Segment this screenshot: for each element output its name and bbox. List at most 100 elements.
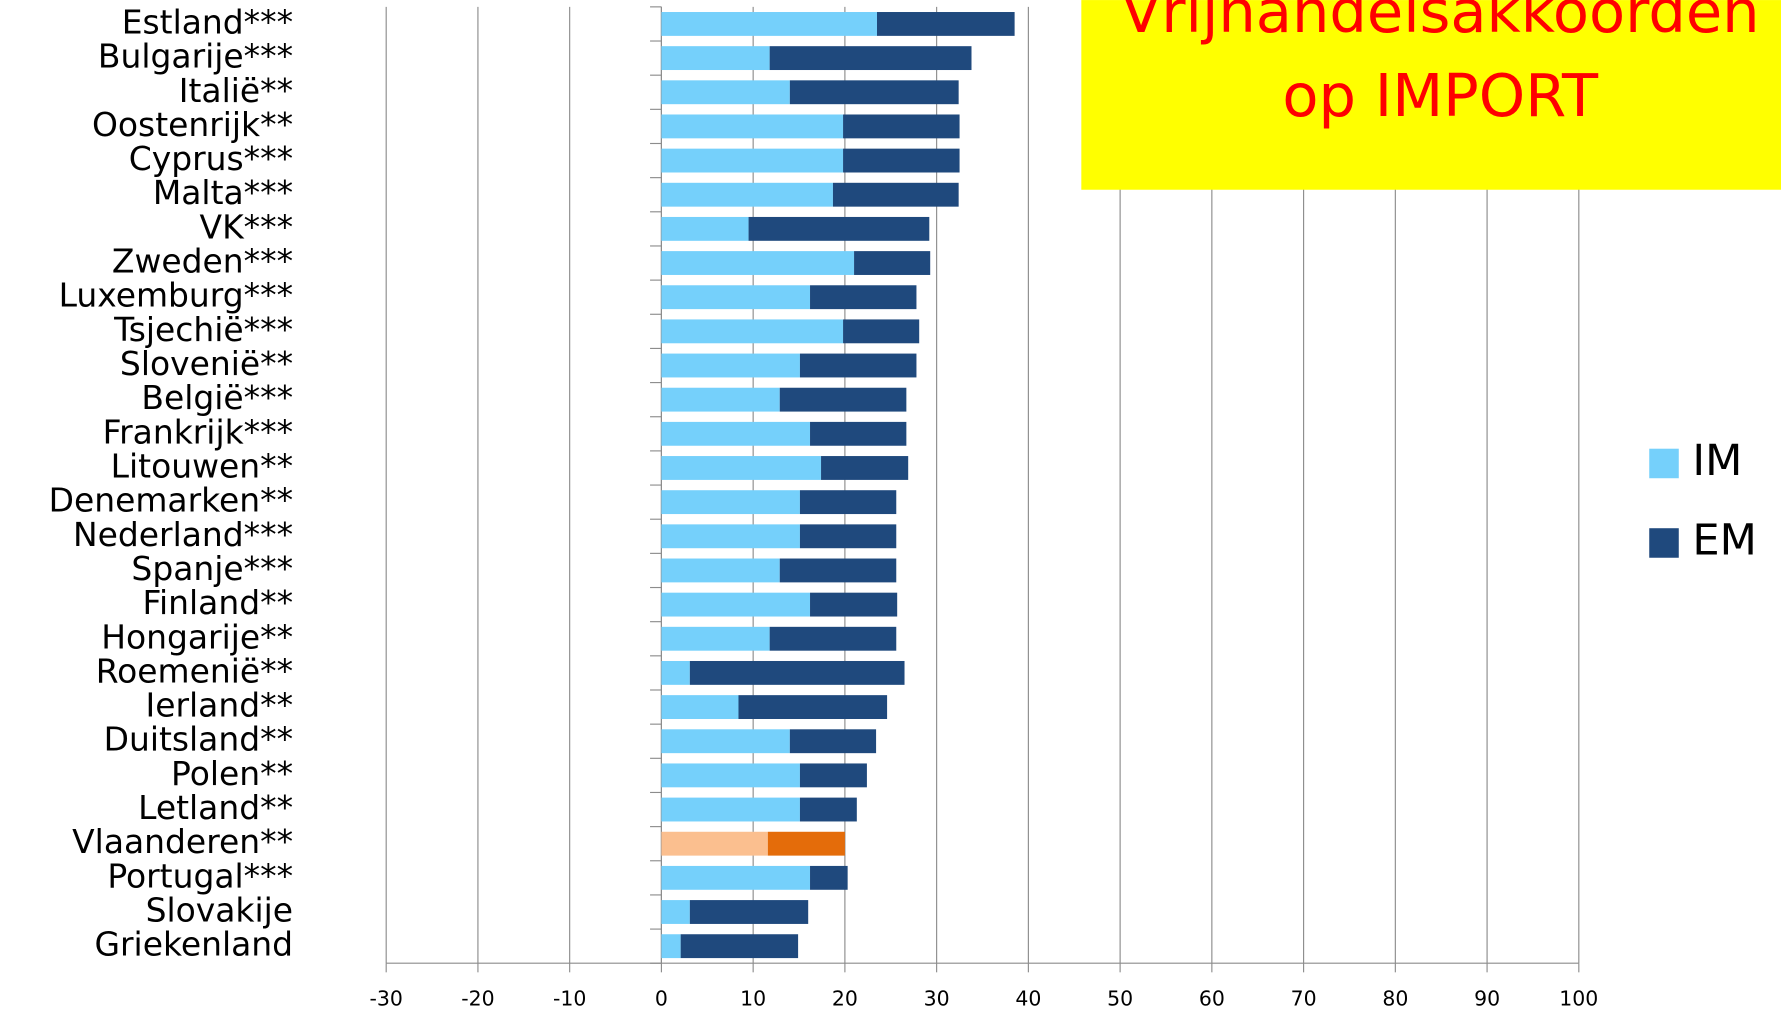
bar	[689, 900, 809, 924]
bar	[661, 729, 790, 754]
bar	[661, 216, 749, 241]
legend-swatch	[1649, 448, 1679, 479]
y-tick-label: VK***	[200, 207, 293, 246]
y-tick-label: Spanje***	[131, 549, 293, 588]
bar	[661, 46, 770, 71]
bar	[661, 695, 739, 719]
chart-title: Vrijhandelsakkoorden	[1121, 0, 1760, 46]
bar	[661, 421, 811, 446]
y-tick-label: Litouwen**	[111, 446, 293, 485]
y-tick-label: Luxemburg***	[59, 276, 293, 315]
bar	[661, 900, 690, 924]
bar	[799, 353, 917, 378]
y-tick-label: Tsjechië***	[113, 310, 293, 349]
bar	[789, 729, 877, 754]
x-tick-label: 60	[1199, 987, 1225, 1011]
bar	[661, 524, 800, 549]
bar	[799, 763, 867, 788]
y-tick-label: Portugal***	[107, 856, 293, 895]
bar	[748, 216, 930, 241]
bar	[661, 626, 770, 651]
y-tick-label: Duitsland**	[104, 720, 293, 759]
plot-area: -30 -20 -10 0 10 20 30 40 50 60 70 80 90 100 Estland**…	[49, 2, 1599, 1010]
y-tick-label: Slovakije	[146, 891, 293, 930]
x-tick-label: 30	[924, 987, 950, 1011]
legend-label: EM	[1692, 515, 1757, 565]
bar	[799, 524, 897, 549]
y-tick-label: Slovenië**	[120, 344, 293, 383]
bar	[810, 592, 898, 617]
bar	[810, 865, 848, 890]
bar	[680, 934, 799, 959]
y-tick-label: Roemenië**	[96, 651, 293, 690]
bar	[877, 12, 1015, 36]
bar	[661, 797, 800, 822]
bar	[661, 319, 844, 344]
x-tick-label: 20	[832, 987, 858, 1011]
x-tick-label: 90	[1474, 987, 1500, 1011]
bar	[661, 12, 878, 36]
bar	[689, 660, 905, 685]
x-tick-label: 10	[740, 987, 766, 1011]
bar	[821, 456, 909, 480]
y-tick-label: Zweden***	[112, 242, 293, 281]
bar	[767, 831, 845, 856]
bar	[789, 80, 959, 105]
x-tick-label: -20	[461, 987, 494, 1011]
y-tick-label: Ierland**	[146, 686, 294, 725]
chart-title: op IMPORT	[1282, 61, 1599, 130]
x-tick-label: 80	[1382, 987, 1408, 1011]
bar	[843, 148, 960, 173]
bar	[661, 592, 811, 617]
bar	[661, 934, 681, 959]
y-tick-label: België***	[141, 378, 293, 417]
bar	[832, 182, 959, 207]
bar	[769, 46, 972, 71]
bar	[661, 387, 780, 412]
x-tick-label: -30	[369, 987, 402, 1011]
bar	[661, 865, 811, 890]
bar	[661, 114, 844, 139]
y-tick-label: Denemarken**	[49, 481, 293, 520]
bar	[810, 421, 907, 446]
bar	[843, 114, 960, 139]
bar	[799, 490, 897, 515]
y-tick-label: Estland***	[122, 2, 293, 41]
y-tick-label: Vlaanderen**	[72, 822, 293, 861]
bar	[843, 319, 920, 344]
bar	[661, 831, 768, 856]
bar	[810, 285, 917, 310]
x-tick-label: -10	[553, 987, 586, 1011]
y-tick-label: Finland**	[142, 583, 293, 622]
bar	[779, 558, 897, 583]
bar	[661, 251, 855, 275]
bar	[661, 353, 800, 378]
x-tick-label: 40	[1015, 987, 1041, 1011]
x-tick-label: 100	[1559, 987, 1598, 1011]
bar	[799, 797, 857, 822]
y-tick-label: Bulgarije***	[98, 37, 293, 76]
x-tick-label: 70	[1291, 987, 1317, 1011]
bar	[661, 763, 800, 788]
x-tick-label: 0	[655, 987, 668, 1011]
y-tick-label: Italië**	[179, 71, 293, 110]
y-tick-label: Cyprus***	[129, 139, 293, 178]
y-tick-label: Polen**	[171, 754, 293, 793]
bar	[738, 695, 888, 719]
bar	[661, 80, 790, 105]
title-box	[1081, 0, 1781, 190]
y-tick-label: Frankrijk***	[103, 412, 293, 451]
x-tick-label: 50	[1107, 987, 1133, 1011]
y-tick-label: Hongarije**	[101, 617, 293, 656]
y-tick-label: Malta***	[153, 173, 293, 212]
bar	[661, 456, 822, 480]
bar	[661, 285, 811, 310]
bar	[661, 148, 844, 173]
bar	[661, 182, 833, 207]
y-tick-label: Letland**	[138, 788, 293, 827]
bar	[661, 558, 780, 583]
legend-label: IM	[1692, 436, 1742, 486]
bar	[661, 490, 800, 515]
bar	[769, 626, 897, 651]
